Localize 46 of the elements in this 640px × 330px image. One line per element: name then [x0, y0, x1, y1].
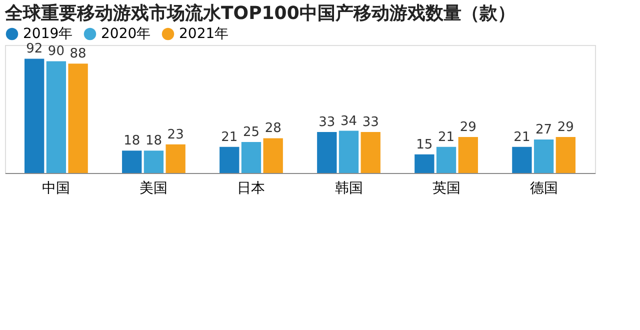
data-label: 21 — [514, 130, 530, 145]
bar — [338, 130, 359, 173]
chart-title: 全球重要移动游戏市场流水TOP100中国产移动游戏数量（款） — [4, 3, 516, 24]
bar — [534, 139, 554, 173]
data-label: 21 — [438, 130, 455, 145]
bar — [68, 64, 88, 173]
bar — [512, 146, 532, 173]
data-label: 21 — [221, 130, 238, 145]
data-label: 18 — [124, 134, 140, 149]
x-tick-label: 韩国 — [334, 180, 363, 196]
legend-label: 2019年 — [23, 26, 73, 42]
data-label: 92 — [26, 42, 43, 57]
data-label: 25 — [242, 124, 260, 140]
bar — [263, 138, 283, 173]
data-label: 88 — [70, 46, 86, 62]
x-tick-label: 日本 — [237, 180, 266, 196]
data-label: 18 — [145, 134, 162, 149]
data-label: 90 — [48, 44, 64, 60]
bar — [360, 132, 380, 173]
bar — [122, 150, 142, 173]
bar — [220, 146, 240, 173]
data-label: 28 — [264, 121, 282, 136]
bar — [414, 154, 434, 173]
bar — [46, 61, 66, 173]
bar — [166, 144, 186, 173]
data-label: 29 — [557, 120, 574, 135]
data-label: 29 — [460, 120, 476, 135]
legend-label: 2021年 — [179, 26, 229, 42]
x-tick-label: 美国 — [140, 180, 168, 196]
x-tick-label: 英国 — [432, 180, 460, 196]
x-tick-label: 德国 — [530, 180, 558, 196]
data-label: 23 — [167, 127, 184, 142]
bar — [241, 142, 262, 173]
bar — [24, 58, 44, 173]
data-label: 34 — [340, 114, 358, 129]
bar — [556, 136, 576, 173]
bar — [317, 132, 337, 173]
bar — [436, 146, 456, 173]
bar — [458, 136, 478, 173]
data-label: 15 — [416, 137, 433, 152]
bar — [144, 150, 164, 173]
data-label: 33 — [318, 115, 336, 130]
legend-label: 2020年 — [101, 26, 151, 42]
data-label: 27 — [536, 122, 552, 138]
x-tick-label: 中国 — [42, 180, 70, 196]
data-label: 33 — [362, 115, 379, 130]
